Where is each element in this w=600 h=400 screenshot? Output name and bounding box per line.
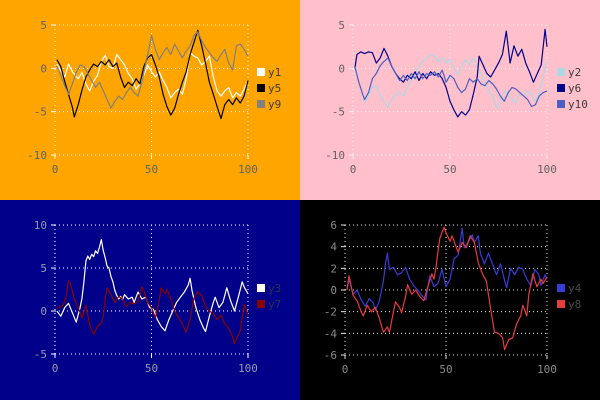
y-tick-label: -10 xyxy=(325,149,345,162)
series-line-y6 xyxy=(354,28,548,118)
series-line-y2 xyxy=(354,53,548,109)
series-line-y5 xyxy=(56,29,249,120)
y-tick-label: 2 xyxy=(330,262,337,275)
chart-bottom-right: 6 4 2 0 -2 -4 -6 0 50 100 y4 y8 xyxy=(300,200,600,400)
legend-label-y5: y5 xyxy=(268,82,281,95)
y-tick-label: 0 xyxy=(330,284,337,297)
chart-background xyxy=(300,200,600,400)
series-line-y10 xyxy=(354,57,548,108)
y-tick-label: 5 xyxy=(338,19,345,32)
y-tick-label: -2 xyxy=(324,306,337,319)
series-line-y8 xyxy=(346,226,548,351)
series-line-y7 xyxy=(56,280,249,345)
legend-label-y7: y7 xyxy=(268,298,281,311)
y-tick-label: 0 xyxy=(40,62,47,75)
chart-canvas-bottom-right: 6 4 2 0 -2 -4 -6 0 50 100 y4 y8 xyxy=(300,200,600,400)
y-tick-label: 0 xyxy=(338,62,345,75)
x-tick-label: 0 xyxy=(52,163,59,176)
y-tick-label: -5 xyxy=(34,348,47,361)
x-tick-label: 0 xyxy=(350,163,357,176)
series-line-y1 xyxy=(56,52,249,99)
y-tick-label: -6 xyxy=(324,349,337,362)
y-tick-label: 4 xyxy=(330,241,337,254)
legend-swatch-y3 xyxy=(257,284,265,292)
series-line-y4 xyxy=(346,227,548,312)
legend-label-y2: y2 xyxy=(568,66,581,79)
y-tick-label: 10 xyxy=(34,219,47,232)
y-tick-label: 0 xyxy=(40,305,47,318)
legend-swatch-y8 xyxy=(557,300,565,308)
x-tick-label: 100 xyxy=(537,163,557,176)
legend-swatch-y2 xyxy=(557,68,565,76)
x-tick-label: 100 xyxy=(238,163,258,176)
x-tick-label: 0 xyxy=(52,362,59,375)
x-tick-label: 100 xyxy=(238,362,258,375)
legend-label-y10: y10 xyxy=(568,98,588,111)
legend-label-y1: y1 xyxy=(268,66,281,79)
y-tick-label: 5 xyxy=(40,262,47,275)
y-tick-label: -4 xyxy=(324,327,338,340)
x-tick-label: 0 xyxy=(342,363,349,376)
x-tick-label: 50 xyxy=(439,363,452,376)
chart-background xyxy=(0,200,300,400)
x-tick-label: 50 xyxy=(443,163,456,176)
chart-bottom-left: 10 5 0 -5 0 50 100 y3 y7 xyxy=(0,200,300,400)
series-line-y9 xyxy=(56,31,249,109)
y-tick-label: -5 xyxy=(332,106,345,119)
chart-top-right: 5 0 -5 -10 0 50 100 y2 y6 y10 xyxy=(300,0,600,200)
legend-swatch-y6 xyxy=(557,84,565,92)
legend-swatch-y4 xyxy=(557,284,565,292)
legend-label-y9: y9 xyxy=(268,98,281,111)
legend-label-y4: y4 xyxy=(568,282,582,295)
x-tick-label: 50 xyxy=(145,163,158,176)
legend-swatch-y7 xyxy=(257,300,265,308)
y-tick-label: -5 xyxy=(34,106,47,119)
legend-swatch-y10 xyxy=(557,100,565,108)
legend-label-y3: y3 xyxy=(268,282,281,295)
legend-label-y8: y8 xyxy=(568,298,581,311)
legend-swatch-y9 xyxy=(257,100,265,108)
y-tick-label: -10 xyxy=(27,149,47,162)
legend-label-y6: y6 xyxy=(568,82,581,95)
legend-swatch-y1 xyxy=(257,68,265,76)
y-tick-label: 6 xyxy=(330,219,337,232)
y-tick-label: 5 xyxy=(40,19,47,32)
chart-background xyxy=(0,0,300,200)
chart-top-left: 5 0 -5 -10 0 50 100 y1 y5 y9 xyxy=(0,0,300,200)
x-tick-label: 50 xyxy=(145,362,158,375)
x-tick-label: 100 xyxy=(537,363,557,376)
legend-swatch-y5 xyxy=(257,84,265,92)
